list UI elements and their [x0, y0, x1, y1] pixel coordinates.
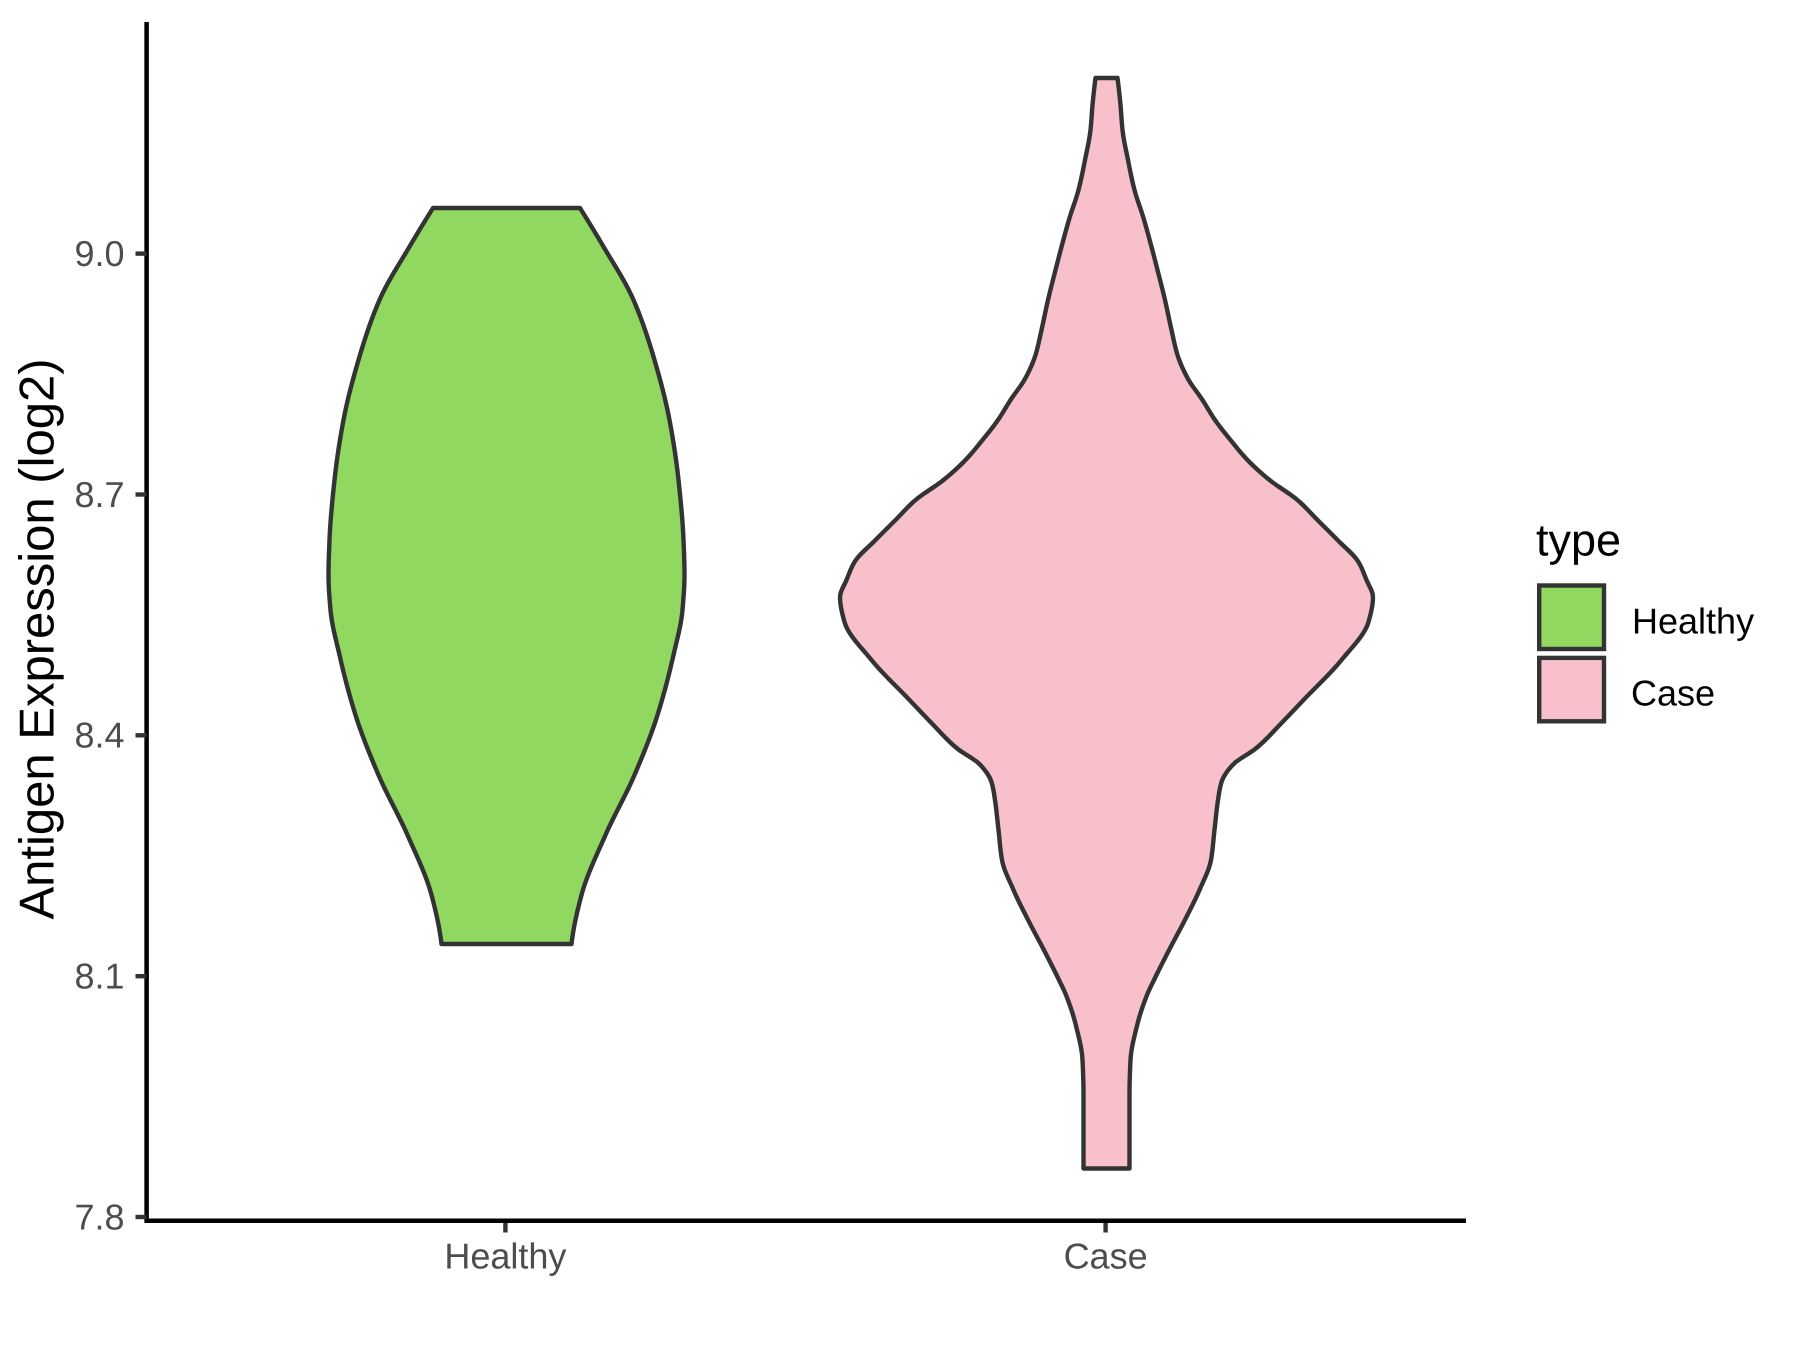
svg-text:7.8: 7.8 [74, 1196, 124, 1237]
svg-text:8.4: 8.4 [74, 715, 124, 756]
svg-text:Antigen Expression (log2): Antigen Expression (log2) [11, 358, 65, 919]
svg-text:type: type [1536, 515, 1621, 566]
svg-text:8.7: 8.7 [74, 474, 124, 515]
svg-text:Case: Case [1064, 1236, 1148, 1277]
svg-text:Healthy: Healthy [1632, 600, 1754, 641]
svg-text:Case: Case [1631, 673, 1715, 714]
svg-text:9.0: 9.0 [74, 233, 124, 274]
svg-text:8.1: 8.1 [74, 956, 124, 997]
svg-text:Healthy: Healthy [444, 1236, 566, 1277]
